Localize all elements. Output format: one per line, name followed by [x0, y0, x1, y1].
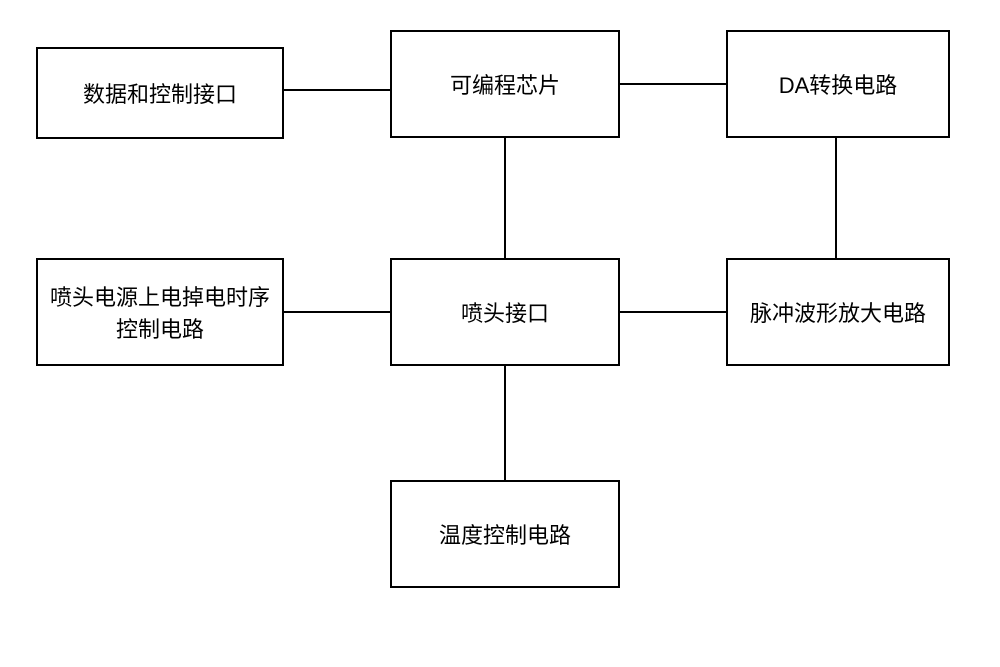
edge-5: [620, 311, 726, 313]
node-pulse_amp: 脉冲波形放大电路: [726, 258, 950, 366]
node-label: 喷头接口: [461, 296, 549, 328]
node-label: 数据和控制接口: [83, 77, 237, 109]
edge-3: [835, 138, 837, 258]
node-label: 脉冲波形放大电路: [750, 296, 926, 328]
edge-1: [620, 83, 726, 85]
node-temp_ctrl: 温度控制电路: [390, 480, 620, 588]
edge-6: [504, 366, 506, 480]
node-da_conv: DA转换电路: [726, 30, 950, 138]
node-label: 温度控制电路: [439, 518, 571, 550]
edge-4: [284, 311, 390, 313]
edge-2: [504, 138, 506, 258]
node-head_if: 喷头接口: [390, 258, 620, 366]
node-power_seq: 喷头电源上电掉电时序控制电路: [36, 258, 284, 366]
node-label: DA转换电路: [779, 68, 898, 100]
node-label: 喷头电源上电掉电时序控制电路: [42, 280, 278, 344]
node-data_ctrl: 数据和控制接口: [36, 47, 284, 139]
node-label: 可编程芯片: [450, 68, 560, 100]
edge-0: [284, 89, 390, 91]
node-prog_chip: 可编程芯片: [390, 30, 620, 138]
